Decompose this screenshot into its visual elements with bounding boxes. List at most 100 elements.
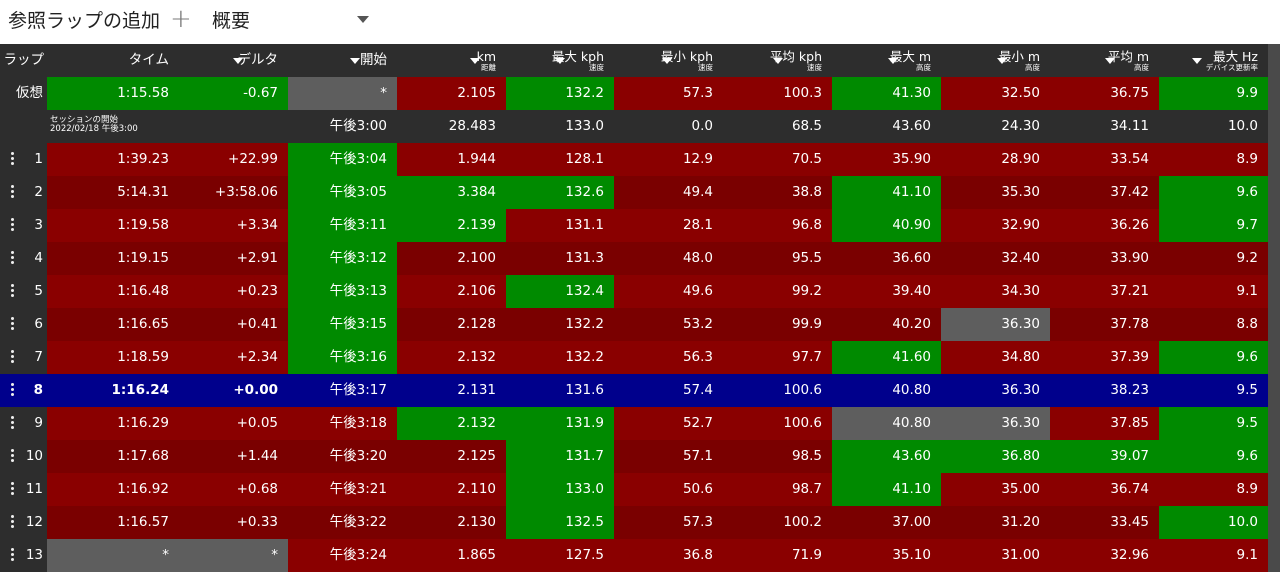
column-header[interactable]: 最小 kph 速度	[614, 44, 723, 77]
more-vert-icon[interactable]	[11, 185, 15, 200]
table-cell: 37.78	[1050, 308, 1159, 341]
sort-down-icon[interactable]	[1192, 58, 1202, 64]
table-row[interactable]: 12 1:16.57 +0.33 午後3:22 2.130 132.5 57.3 100.2 3…	[0, 506, 1280, 539]
scrollbar[interactable]	[1268, 110, 1280, 143]
more-vert-icon[interactable]	[11, 548, 15, 563]
table-row[interactable]: 7 1:18.59 +2.34 午後3:16 2.132 132.2 56.3 97.7 41.…	[0, 341, 1280, 374]
more-vert-icon[interactable]	[11, 317, 15, 332]
table-cell: 133.0	[565, 118, 604, 134]
table-cell: 38.8	[723, 176, 832, 209]
scrollbar[interactable]	[1268, 242, 1280, 275]
scrollbar[interactable]	[1268, 473, 1280, 506]
table-row[interactable]: 5 1:16.48 +0.23 午後3:13 2.106 132.4 49.6 99.2 39.…	[0, 275, 1280, 308]
table-cell: 午後3:15	[288, 308, 397, 341]
table-row[interactable]: 1 1:39.23 +22.99 午後3:04 1.944 128.1 12.9 70.5 35…	[0, 143, 1280, 176]
sort-down-icon[interactable]	[555, 58, 565, 64]
table-cell: 100.6	[723, 374, 832, 407]
table-cell: 100.2	[723, 506, 832, 539]
sort-down-icon[interactable]	[773, 58, 783, 64]
column-header[interactable]: 最大 Hz デバイス更新率	[1159, 44, 1268, 77]
table-row[interactable]: 10 1:17.68 +1.44 午後3:20 2.125 131.7 57.1 98.5 43…	[0, 440, 1280, 473]
table-cell: 33.54	[1050, 143, 1159, 176]
table-row[interactable]: 13 * * 午後3:24 1.865 127.5 36.8 71.9 35.10 31.00 32…	[0, 539, 1280, 572]
table-cell: 35.90	[832, 143, 941, 176]
table-cell: +0.23	[179, 275, 288, 308]
scrollbar[interactable]	[1268, 143, 1280, 176]
more-vert-icon[interactable]	[11, 218, 15, 233]
table-cell: 132.2	[506, 341, 614, 374]
scrollbar[interactable]	[1268, 209, 1280, 242]
column-header[interactable]: タイム	[47, 44, 179, 77]
sort-down-icon[interactable]	[662, 58, 672, 64]
scrollbar[interactable]	[1268, 506, 1280, 539]
column-header[interactable]: 最大 m 高度	[832, 44, 941, 77]
table-cell: 36.75	[1050, 77, 1159, 110]
table-cell: 99.9	[723, 308, 832, 341]
column-header[interactable]: 平均 m 高度	[1050, 44, 1159, 77]
scrollbar[interactable]	[1268, 374, 1280, 407]
table-row[interactable]: 3 1:19.58 +3.34 午後3:11 2.139 131.1 28.1 96.8 40.…	[0, 209, 1280, 242]
column-header-sublabel: 高度	[1025, 63, 1040, 72]
more-vert-icon[interactable]	[11, 449, 15, 464]
sort-down-icon[interactable]	[470, 58, 480, 64]
more-vert-icon[interactable]	[11, 482, 15, 497]
table-cell: 127.5	[506, 539, 614, 572]
column-header[interactable]: 最大 kph 速度	[506, 44, 614, 77]
table-row[interactable]: 11 1:16.92 +0.68 午後3:21 2.110 133.0 50.6 98.7 41…	[0, 473, 1280, 506]
table-row[interactable]: 4 1:19.15 +2.91 午後3:12 2.100 131.3 48.0 95.5 36.…	[0, 242, 1280, 275]
lap-label: 7	[0, 341, 47, 374]
table-row[interactable]: 6 1:16.65 +0.41 午後3:15 2.128 132.2 53.2 99.9 40.…	[0, 308, 1280, 341]
table-cell: 96.8	[723, 209, 832, 242]
more-vert-icon[interactable]	[11, 251, 15, 266]
plus-icon[interactable]: +	[170, 4, 192, 34]
more-vert-icon[interactable]	[11, 515, 15, 530]
scrollbar[interactable]	[1268, 44, 1280, 77]
table-cell: 1.944	[397, 143, 506, 176]
add-reference-lap-button[interactable]: 参照ラップの追加	[8, 10, 161, 32]
scrollbar[interactable]	[1268, 407, 1280, 440]
scrollbar[interactable]	[1268, 275, 1280, 308]
table-cell: 9.2	[1159, 242, 1268, 275]
scrollbar[interactable]	[1268, 341, 1280, 374]
table-cell: 8.9	[1159, 143, 1268, 176]
scrollbar[interactable]	[1268, 539, 1280, 572]
column-header[interactable]: デルタ	[179, 44, 288, 77]
more-vert-icon[interactable]	[11, 284, 15, 299]
column-header[interactable]: ラップ	[0, 44, 47, 77]
table-cell: +2.91	[179, 242, 288, 275]
table-cell: +0.05	[179, 407, 288, 440]
sort-down-icon[interactable]	[350, 58, 360, 64]
table-row[interactable]: 2 5:14.31 +3:58.06 午後3:05 3.384 132.6 49.4 38.8…	[0, 176, 1280, 209]
column-header[interactable]: 平均 kph 速度	[723, 44, 832, 77]
scrollbar[interactable]	[1268, 176, 1280, 209]
sort-down-icon[interactable]	[997, 58, 1007, 64]
sort-down-icon[interactable]	[1105, 58, 1115, 64]
table-cell: 97.7	[723, 341, 832, 374]
column-header-label: km	[476, 49, 496, 64]
table-cell: 1:19.15	[47, 242, 179, 275]
column-header[interactable]: 開始	[288, 44, 397, 77]
scrollbar[interactable]	[1268, 77, 1280, 110]
table-cell: 36.30	[941, 374, 1050, 407]
more-vert-icon[interactable]	[11, 152, 15, 167]
table-cell: 41.10	[832, 473, 941, 506]
scrollbar[interactable]	[1268, 440, 1280, 473]
table-row[interactable]: 8 1:16.24 +0.00 午後3:17 2.131 131.6 57.4 100.6 40…	[0, 374, 1280, 407]
sort-down-icon[interactable]	[233, 58, 243, 64]
more-vert-icon[interactable]	[11, 383, 15, 398]
table-cell: 37.85	[1050, 407, 1159, 440]
table-cell: 38.23	[1050, 374, 1159, 407]
view-select[interactable]: 概要	[212, 10, 251, 32]
column-header[interactable]: 最小 m 高度	[941, 44, 1050, 77]
chevron-down-icon[interactable]	[357, 16, 369, 23]
table-cell: 40.80	[832, 407, 941, 440]
table-row[interactable]: 9 1:16.29 +0.05 午後3:18 2.132 131.9 52.7 100.6 40…	[0, 407, 1280, 440]
scrollbar[interactable]	[1268, 308, 1280, 341]
more-vert-icon[interactable]	[11, 350, 15, 365]
sort-down-icon[interactable]	[888, 58, 898, 64]
lap-number: 11	[25, 481, 43, 497]
table-cell: 41.10	[832, 176, 941, 209]
more-vert-icon[interactable]	[11, 416, 15, 431]
lap-label: 2	[0, 176, 47, 209]
column-header[interactable]: km 距離	[397, 44, 506, 77]
